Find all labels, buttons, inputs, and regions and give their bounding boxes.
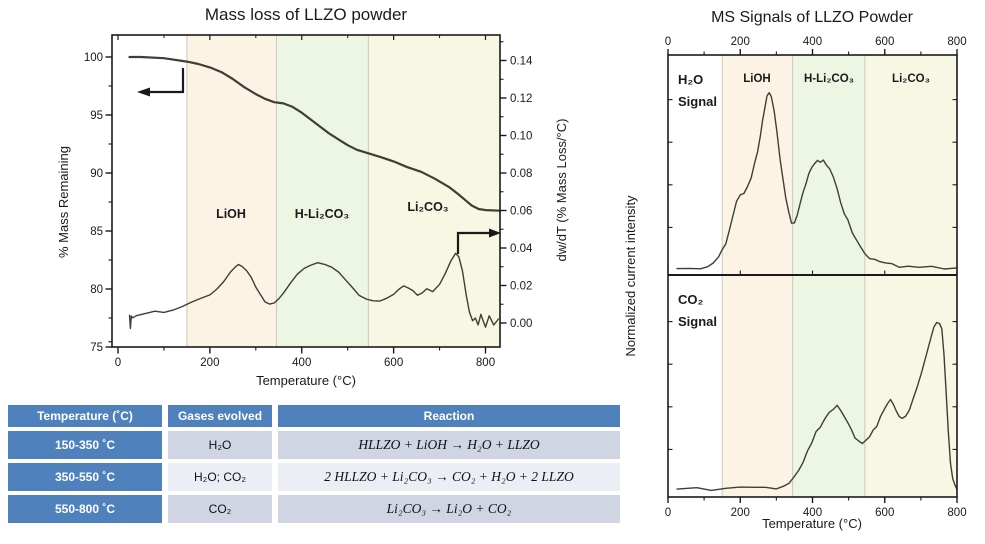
tga-chart: 0 200 400 600 800 75 80 85 90 95 100 0.00 0.02 0.04 0.… <box>56 5 569 388</box>
ms-axis-ticks: 0 0 200 200 400 400 600 600 800 800 <box>665 36 967 519</box>
tga-shaded-regions <box>186 35 500 347</box>
tick-label: 600 <box>875 507 894 519</box>
tick-label: 0 <box>115 357 121 369</box>
cell-gases: CO₂ <box>168 495 272 523</box>
region-label-hli2co3: H-Li₂CO₃ <box>295 207 350 221</box>
shaded-region <box>368 35 500 347</box>
tick-label: 100 <box>84 52 103 64</box>
table-row: 150-350 ˚C H₂O HLLZO + LiOH → H₂O + LLZO <box>8 431 620 459</box>
right-axis-arrow-indicator <box>456 228 501 254</box>
tick-label: 600 <box>384 357 403 369</box>
tick-label: 400 <box>292 357 311 369</box>
tick-label: 0.12 <box>510 93 532 105</box>
tick-label: 400 <box>803 507 822 519</box>
tick-label: 0.10 <box>510 131 532 143</box>
tick-label: 800 <box>476 357 495 369</box>
tick-label: 0.14 <box>510 56 533 68</box>
cell-temperature: 350-550 ˚C <box>8 463 162 491</box>
tga-dwdt-curve <box>128 252 500 330</box>
tick-label: 200 <box>731 36 750 48</box>
region-label-lioh: LiOH <box>216 207 246 221</box>
cell-temperature: 550-800 ˚C <box>8 495 162 523</box>
ms-curve-0 <box>676 91 958 270</box>
tick-label: 0 <box>665 507 671 519</box>
tga-left-y-axis-label: % Mass Remaining <box>56 146 71 258</box>
cell-gases: H₂O; CO₂ <box>168 463 272 491</box>
h2o-panel-label: H₂O Signal <box>678 72 717 109</box>
tick-label: 0.08 <box>510 168 532 180</box>
tick-label: 95 <box>90 110 103 122</box>
tick-label: 75 <box>90 342 103 354</box>
ms-y-axis-label: Normalized current intensity <box>623 195 638 357</box>
ms-chart-title: MS Signals of LLZO Powder <box>711 9 914 26</box>
cell-reaction: 2 HLLZO + Li₂CO₃ → CO₂ + H₂O + 2 LLZO <box>278 463 620 491</box>
tga-mass-curve <box>128 55 502 212</box>
reaction-table: Temperature (˚C) Gases evolved Reaction … <box>2 401 626 527</box>
ms-x-axis-label: Temperature (°C) <box>762 516 862 531</box>
ms-curves <box>676 91 958 492</box>
tick-label: 0 <box>665 36 671 48</box>
cell-temperature: 150-350 ˚C <box>8 431 162 459</box>
ms-chart: 0 0 200 200 400 400 600 600 800 800 MS Signals of… <box>623 9 967 531</box>
tick-label: 200 <box>731 507 750 519</box>
tick-label: 85 <box>90 226 103 238</box>
cell-gases: H₂O <box>168 431 272 459</box>
tick-label: 800 <box>947 507 966 519</box>
tga-curves <box>128 55 502 330</box>
tick-label: 600 <box>875 36 894 48</box>
shaded-region <box>186 35 277 347</box>
ms-region-label-lioh: LiOH <box>743 73 770 85</box>
table-header-row: Temperature (˚C) Gases evolved Reaction <box>8 405 620 427</box>
header-gases: Gases evolved <box>168 405 272 427</box>
tga-x-axis-label: Temperature (°C) <box>256 373 356 388</box>
co2-panel-label: CO₂ Signal <box>678 292 717 329</box>
tick-label: 80 <box>90 284 103 296</box>
ms-region-label-li2co3: Li₂CO₃ <box>892 73 930 85</box>
tga-axis-ticks: 0 200 400 600 800 75 80 85 90 95 100 0.00 0.02 0.04 0.… <box>84 35 533 369</box>
left-axis-arrow-indicator <box>137 68 185 97</box>
table-row: 350-550 ˚C H₂O; CO₂ 2 HLLZO + Li₂CO₃ → C… <box>8 463 620 491</box>
region-label-li2co3: Li₂CO₃ <box>407 200 448 214</box>
tick-label: 0.00 <box>510 318 532 330</box>
tga-chart-title: Mass loss of LLZO powder <box>205 5 408 24</box>
tick-label: 400 <box>803 36 822 48</box>
header-temperature: Temperature (˚C) <box>8 405 162 427</box>
tick-label: 0.04 <box>510 243 533 255</box>
header-reaction: Reaction <box>278 405 620 427</box>
table-row: 550-800 ˚C CO₂ Li₂CO₃ → Li₂O + CO₂ <box>8 495 620 523</box>
cell-reaction: Li₂CO₃ → Li₂O + CO₂ <box>278 495 620 523</box>
shaded-region <box>276 35 369 347</box>
ms-region-label-hli2co3: H-Li₂CO₃ <box>804 73 854 85</box>
tick-label: 200 <box>200 357 219 369</box>
tick-label: 0.02 <box>510 281 532 293</box>
ms-curve-1 <box>676 321 958 492</box>
tga-plot-frame <box>111 34 501 348</box>
tga-right-y-axis-label: dw/dT (% Mass Loss/°C) <box>554 119 569 262</box>
tick-label: 90 <box>90 168 103 180</box>
cell-reaction: HLLZO + LiOH → H₂O + LLZO <box>278 431 620 459</box>
tick-label: 800 <box>947 36 966 48</box>
tick-label: 0.06 <box>510 206 532 218</box>
